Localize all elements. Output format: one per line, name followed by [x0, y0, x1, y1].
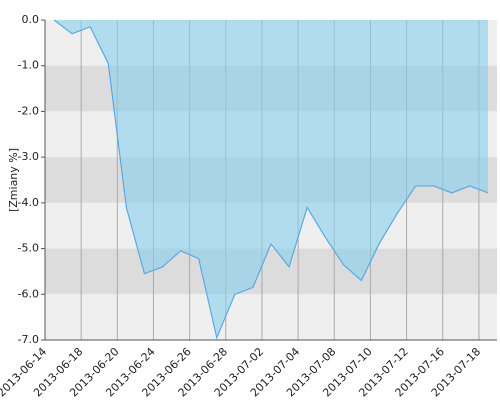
- line: [53, 19, 489, 340]
- plot-band: [45, 248, 497, 295]
- area: [54, 20, 488, 338]
- y-axis-label: [Zmiany %]: [7, 148, 20, 212]
- y-tick-label: -5.0: [18, 242, 39, 255]
- y-tick-label: -1.0: [18, 59, 39, 72]
- y-tick-label: 0.0: [22, 13, 40, 26]
- y-tick-label: -7.0: [18, 333, 39, 346]
- y-tick-label: -4.0: [18, 196, 39, 209]
- plot-band: [45, 294, 497, 340]
- y-tick-label: -2.0: [18, 104, 39, 117]
- y-tick-label: -3.0: [18, 150, 39, 163]
- y-tick-label: -6.0: [18, 287, 39, 300]
